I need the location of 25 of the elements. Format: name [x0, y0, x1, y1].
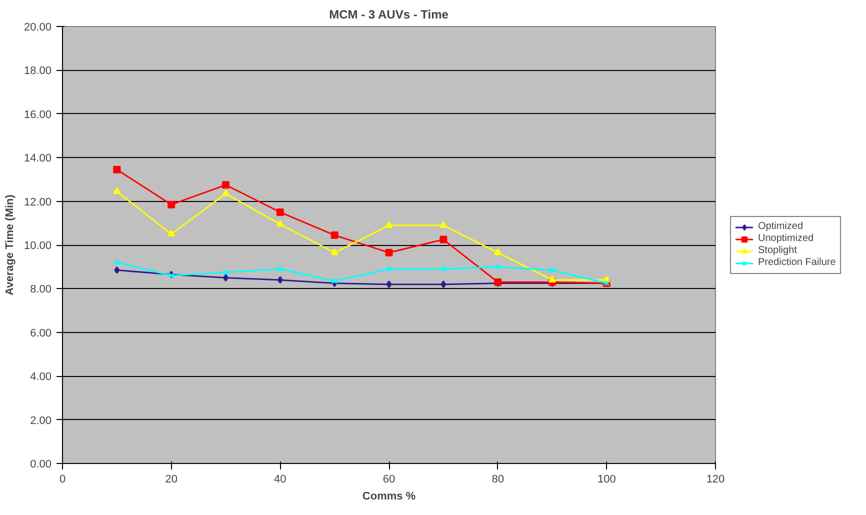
y-tick-label: 4.00 — [30, 371, 52, 384]
chart-title: MCM - 3 AUVs - Time — [329, 8, 449, 22]
x-tick-label: 40 — [274, 474, 286, 486]
x-tick-label: 0 — [59, 474, 66, 486]
x-tick-label: 60 — [382, 474, 396, 486]
y-tick-label: 8.00 — [30, 284, 52, 296]
y-tick-label: 12.00 — [24, 196, 52, 208]
y-tick-label: 0.00 — [30, 458, 52, 470]
y-tick-label: 10.00 — [24, 240, 52, 252]
legend-label: Optimized — [758, 220, 804, 232]
legend-label: Prediction Failure — [758, 256, 836, 268]
x-tick-label: 100 — [597, 474, 616, 486]
y-tick-label: 2.00 — [30, 414, 52, 427]
x-tick-label: 80 — [492, 474, 504, 486]
x-tick-label: 20 — [165, 474, 178, 486]
y-tick-label: 6.00 — [30, 327, 52, 340]
y-tick-label: 16.00 — [24, 108, 52, 121]
y-tick-label: 18.00 — [24, 65, 52, 78]
legend-label: Unoptimized — [758, 232, 814, 244]
x-tick-label: 120 — [706, 474, 725, 486]
legend-label: Stoplight — [758, 244, 797, 256]
y-tick-label: 14.00 — [24, 152, 52, 165]
y-axis-title: Average Time (Min) — [4, 194, 16, 296]
x-axis-title: Comms % — [362, 490, 416, 502]
y-tick-label: 20.00 — [24, 22, 52, 34]
